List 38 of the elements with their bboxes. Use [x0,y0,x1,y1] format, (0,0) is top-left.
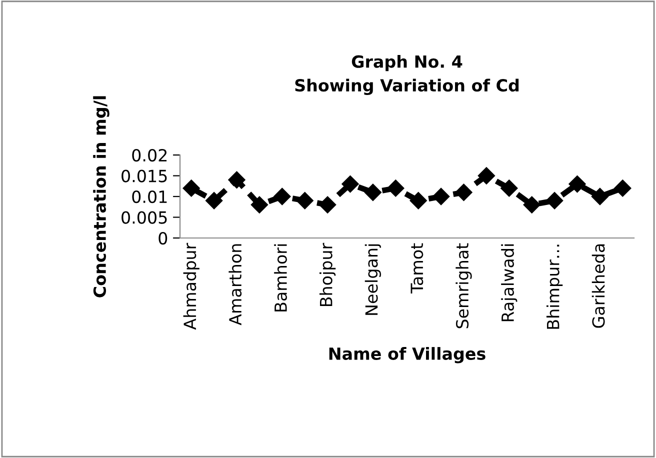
y-tick-label: 0.02 [132,148,167,162]
x-tick-label: Garikheda [592,244,605,328]
x-tick-label: Semrighat [456,243,472,328]
y-tick-label: 0.015 [122,170,167,182]
point [274,188,291,206]
point [206,192,223,210]
point [182,180,200,197]
point [387,180,404,197]
point [591,188,608,206]
y-tick-label: 0.01 [132,190,167,204]
point [228,171,246,188]
y-tick-label: 0.005 [122,211,167,224]
chart-title: Graph No. 4 Showing Variation of Cd [295,55,519,95]
x-tick-label: Bhimpur… [546,244,563,329]
x-tick-label: Neelganj [364,244,382,315]
point [455,184,472,201]
x-tick-label: Ahmadpur [183,242,200,330]
x-tick-label: Rajalwadi [501,244,518,322]
point [410,192,427,210]
point [296,192,314,210]
point [478,167,495,184]
point [319,196,336,214]
point [250,196,268,214]
point [432,188,450,206]
y-axis-title: Concentration in mg/l [93,96,110,298]
point [364,184,382,201]
x-tick-label: Bamhori [274,244,287,312]
point [614,180,632,197]
y-tick-label: 0 [158,232,168,245]
point [500,180,518,197]
point [523,196,540,214]
point [342,176,359,193]
x-tick-label: Bhojpur [319,242,336,306]
point [568,176,586,193]
x-tick-label: Amarthon [228,244,242,326]
x-axis-title: Name of Villages [329,347,486,364]
x-tick-label: Tamot [410,243,424,294]
point [546,192,564,210]
